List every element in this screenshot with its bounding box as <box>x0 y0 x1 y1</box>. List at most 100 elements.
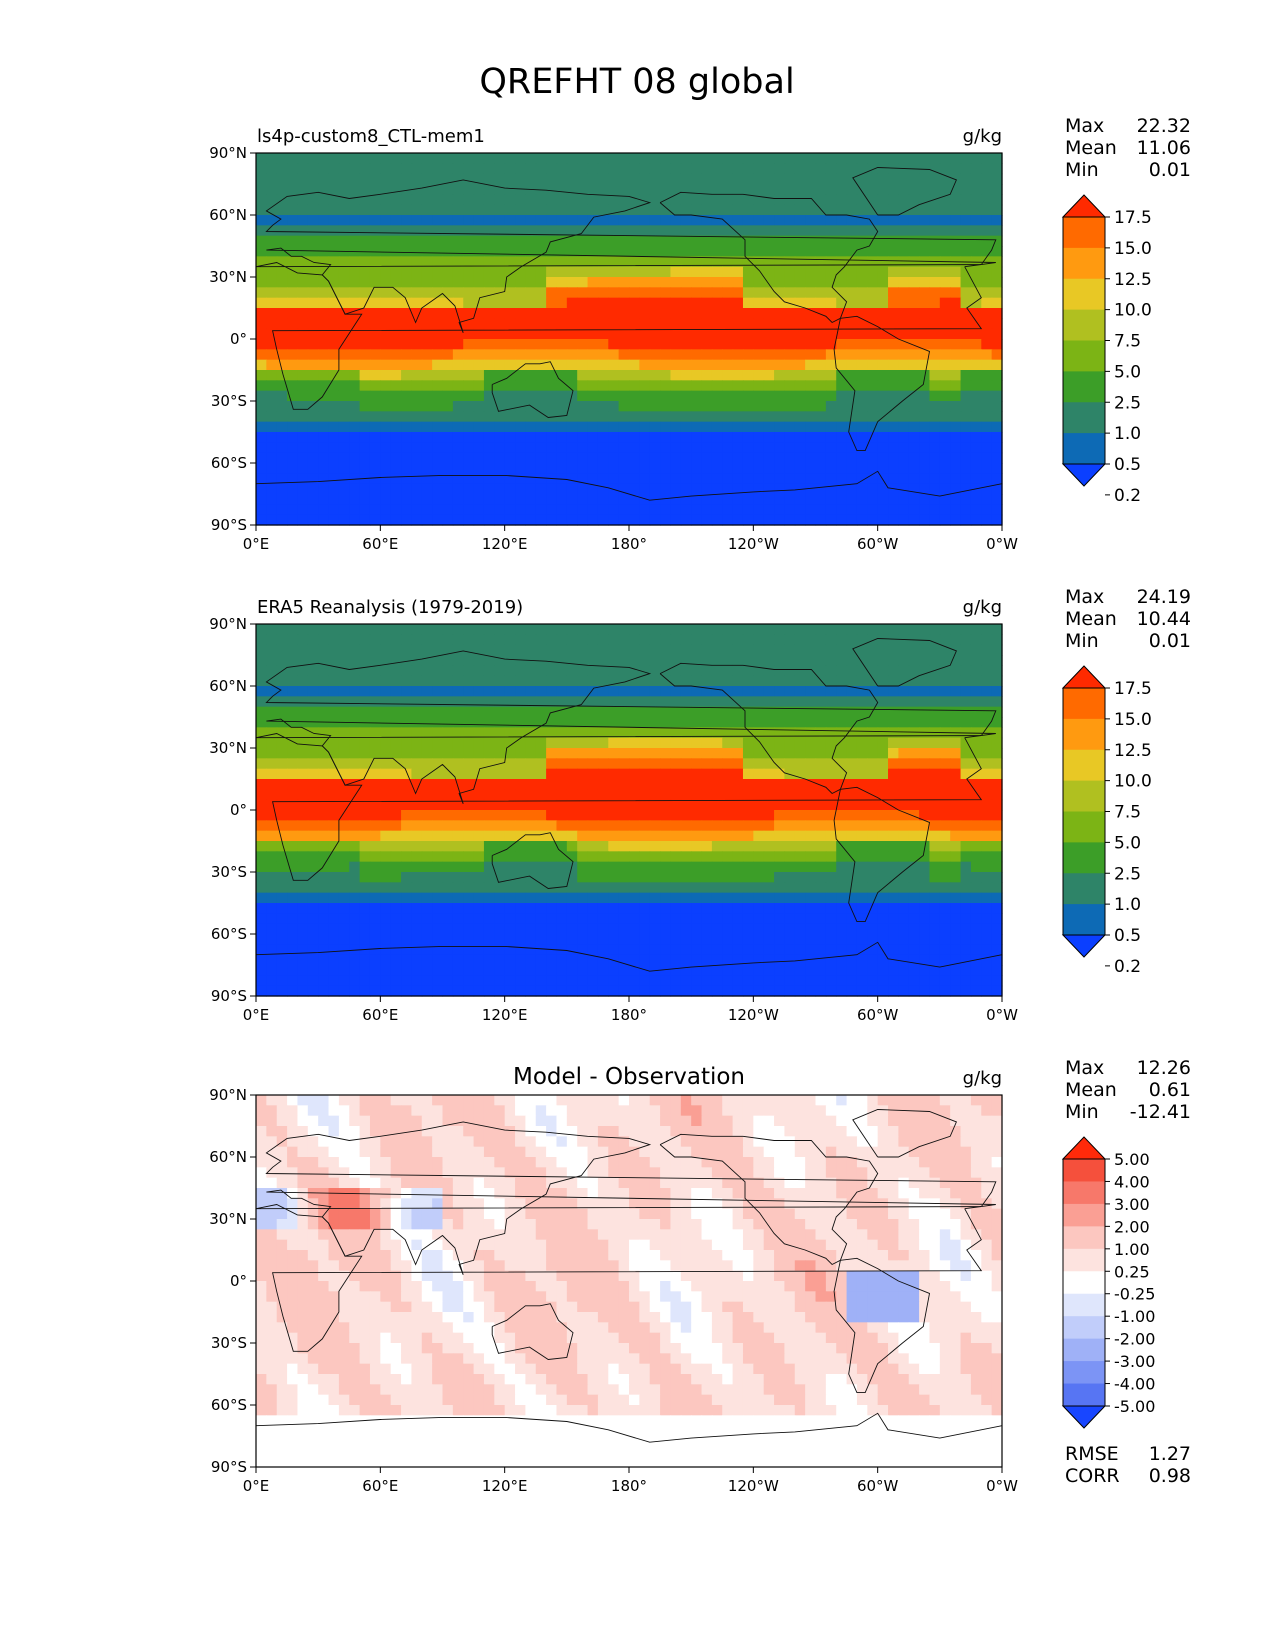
map-cell <box>587 655 599 666</box>
map-cell <box>877 861 889 873</box>
map-cell <box>359 163 371 175</box>
map-cell <box>297 494 309 505</box>
map-cell <box>660 359 672 371</box>
map-cell <box>494 851 506 863</box>
map-cell <box>390 872 402 883</box>
map-cell <box>556 892 568 904</box>
map-cell <box>711 163 723 175</box>
map-cell <box>753 789 765 801</box>
map-cell <box>629 944 640 956</box>
map-cell <box>701 473 713 485</box>
map-cell <box>670 411 682 423</box>
map-cell <box>411 328 423 340</box>
map-cell <box>805 665 817 677</box>
map-cell <box>307 204 319 216</box>
map-cell <box>618 504 630 516</box>
map-cell <box>328 789 340 801</box>
map-cell <box>369 861 381 873</box>
map-cell <box>473 401 485 412</box>
map-cell <box>618 872 630 883</box>
map-cell <box>256 799 267 811</box>
map-cell <box>494 799 506 811</box>
map-cell <box>452 686 464 697</box>
map-cell <box>774 903 786 914</box>
map-cell <box>970 204 982 216</box>
map-cell <box>608 432 620 443</box>
map-cell <box>618 934 630 945</box>
map-cell <box>660 266 672 278</box>
map-cell <box>597 163 609 175</box>
map-cell <box>276 235 288 247</box>
map-cell <box>390 225 402 237</box>
map-cell <box>629 163 640 175</box>
map-cell <box>515 349 526 361</box>
map-cell <box>463 194 475 206</box>
map-cell <box>939 318 951 330</box>
map-cell <box>898 473 910 485</box>
map-cell <box>701 246 713 257</box>
map-cell <box>515 328 526 340</box>
map-cell <box>856 758 868 770</box>
map-cell <box>970 153 982 164</box>
coastline <box>659 191 879 324</box>
map-cell <box>369 737 381 749</box>
map-cell <box>577 204 589 216</box>
map-cell <box>649 411 661 423</box>
map-cell <box>867 421 879 433</box>
map-cell <box>328 655 340 666</box>
map-cell <box>722 204 734 216</box>
map-cell <box>649 944 661 956</box>
map-cell <box>784 163 796 175</box>
map-cell <box>401 235 413 247</box>
map-cell <box>919 184 931 195</box>
map-cell <box>825 675 837 687</box>
map-cell <box>608 810 620 821</box>
map-cell <box>981 903 993 914</box>
map-cell <box>535 153 547 164</box>
map-cell <box>597 872 609 883</box>
map-cell <box>328 266 340 278</box>
map-cell <box>908 266 920 278</box>
map-cell <box>442 204 454 216</box>
map-cell <box>815 675 827 687</box>
map-cell <box>639 421 651 433</box>
map-cell <box>401 686 413 697</box>
map-cell <box>463 328 475 340</box>
map-cell <box>421 954 433 966</box>
map-cell <box>774 297 786 309</box>
map-cell <box>867 442 879 454</box>
map-cell <box>287 277 299 288</box>
map-cell <box>919 923 931 935</box>
map-cell <box>266 655 278 666</box>
map-cell <box>349 153 361 164</box>
map-cell <box>266 246 278 257</box>
map-cell <box>587 153 599 164</box>
map-cell <box>763 473 775 485</box>
map-cell <box>888 903 899 914</box>
map-cell <box>276 882 288 894</box>
map-cell <box>577 380 589 392</box>
map-cell <box>411 861 423 873</box>
map-cell <box>380 318 392 330</box>
map-cell <box>463 277 475 288</box>
map-cell <box>452 810 464 821</box>
map-cell <box>722 246 734 257</box>
map-cell <box>670 810 682 821</box>
map-cell <box>722 494 734 505</box>
map-cell <box>608 665 620 677</box>
map-cell <box>483 421 495 433</box>
map-cell <box>577 421 589 433</box>
map-cell <box>452 359 464 371</box>
map-cell <box>338 675 350 687</box>
map-cell <box>970 184 982 195</box>
map-cell <box>338 789 350 801</box>
map-cell <box>991 748 1003 759</box>
map-cell <box>566 297 578 309</box>
map-cell <box>535 349 547 361</box>
map-cell <box>815 494 827 505</box>
map-cell <box>763 686 775 697</box>
map-cell <box>380 624 392 635</box>
map-cell <box>266 411 278 423</box>
map-cell <box>421 934 433 945</box>
map-cell <box>639 349 651 361</box>
